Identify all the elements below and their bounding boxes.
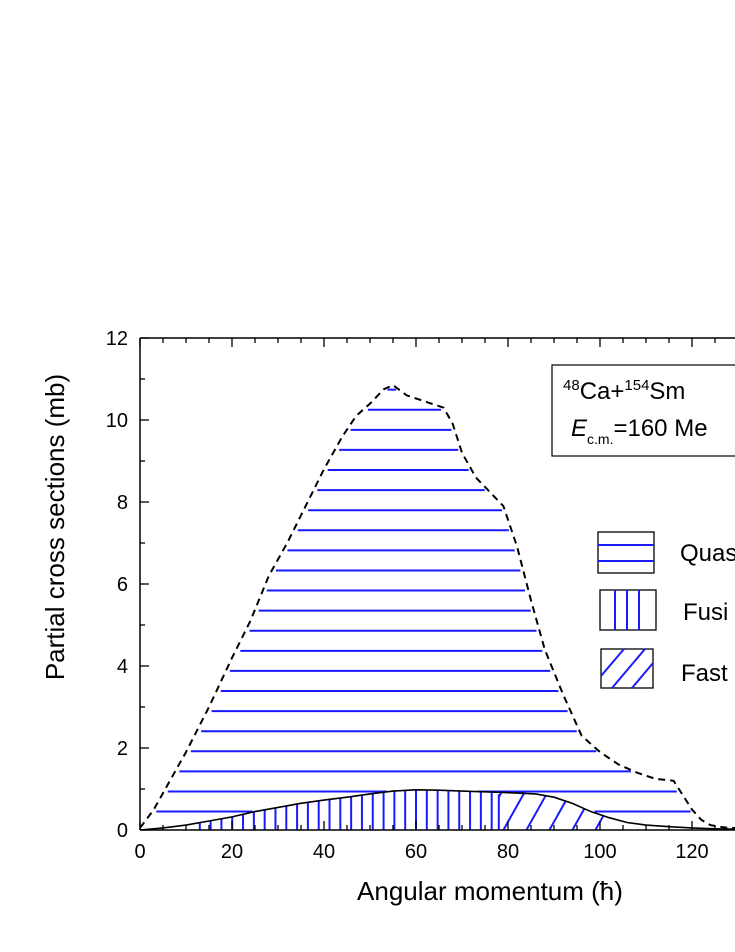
- y-tick-label: 8: [117, 492, 128, 514]
- x-tick-label: 60: [405, 841, 427, 863]
- legend-hatch-line: [611, 648, 646, 689]
- legend-swatch-diagonal: [600, 648, 654, 689]
- y-tick-label: 10: [106, 410, 128, 432]
- x-tick-label: 20: [221, 841, 243, 863]
- fusion-fast-curve: [140, 789, 735, 830]
- y-tick-label: 6: [117, 574, 128, 596]
- chart-fills: [156, 388, 691, 830]
- annotation-box: [551, 364, 735, 457]
- chart-ticks: 0 20 40 60 80 100 120 0 2 4 6 8 10 12: [106, 328, 716, 863]
- y-tick-label: 2: [117, 738, 128, 760]
- x-tick-label: 100: [583, 841, 616, 863]
- fast-hatch-line: [525, 795, 547, 830]
- fast-hatch-line: [502, 793, 525, 830]
- x-tick-label: 80: [497, 841, 519, 863]
- y-tick-label: 4: [117, 656, 128, 678]
- fast-hatch-line: [594, 815, 605, 830]
- fast-hatch-line: [548, 800, 567, 830]
- legend-hatch-line: [631, 662, 654, 689]
- x-tick-label: 120: [675, 841, 708, 863]
- legend-item-fast: Fast: [600, 648, 728, 689]
- legend: Quas Fusi Fast: [597, 531, 735, 689]
- energy-label: Ec.m.=160 Me: [571, 415, 708, 447]
- x-tick-label: 40: [313, 841, 335, 863]
- reaction-annotation: 48Ca+154Sm Ec.m.=160 Me: [551, 364, 735, 457]
- plot-area: 0 20 40 60 80 100 120 0 2 4 6 8 10 12: [106, 328, 735, 863]
- legend-label-fusion: Fusi: [683, 599, 728, 626]
- legend-item-quasi: Quas: [597, 531, 735, 574]
- legend-swatch-horizontal: [597, 531, 655, 574]
- x-tick-label: 0: [134, 841, 145, 863]
- chart-curves: [140, 383, 735, 830]
- quasi-envelope-line: [140, 383, 735, 829]
- x-axis-title: Angular momentum (ħ): [357, 876, 623, 906]
- fast-hatch-line: [571, 808, 586, 830]
- legend-item-fusion: Fusi: [599, 589, 728, 631]
- legend-hatch-line: [600, 648, 625, 677]
- y-axis-title: Partial cross sections (mb): [40, 374, 70, 680]
- reaction-label: 48Ca+154Sm: [563, 377, 685, 405]
- legend-label-fast: Fast: [681, 660, 728, 687]
- legend-label-quasi: Quas: [680, 540, 735, 567]
- y-tick-label: 12: [106, 328, 128, 350]
- y-tick-label: 0: [117, 820, 128, 842]
